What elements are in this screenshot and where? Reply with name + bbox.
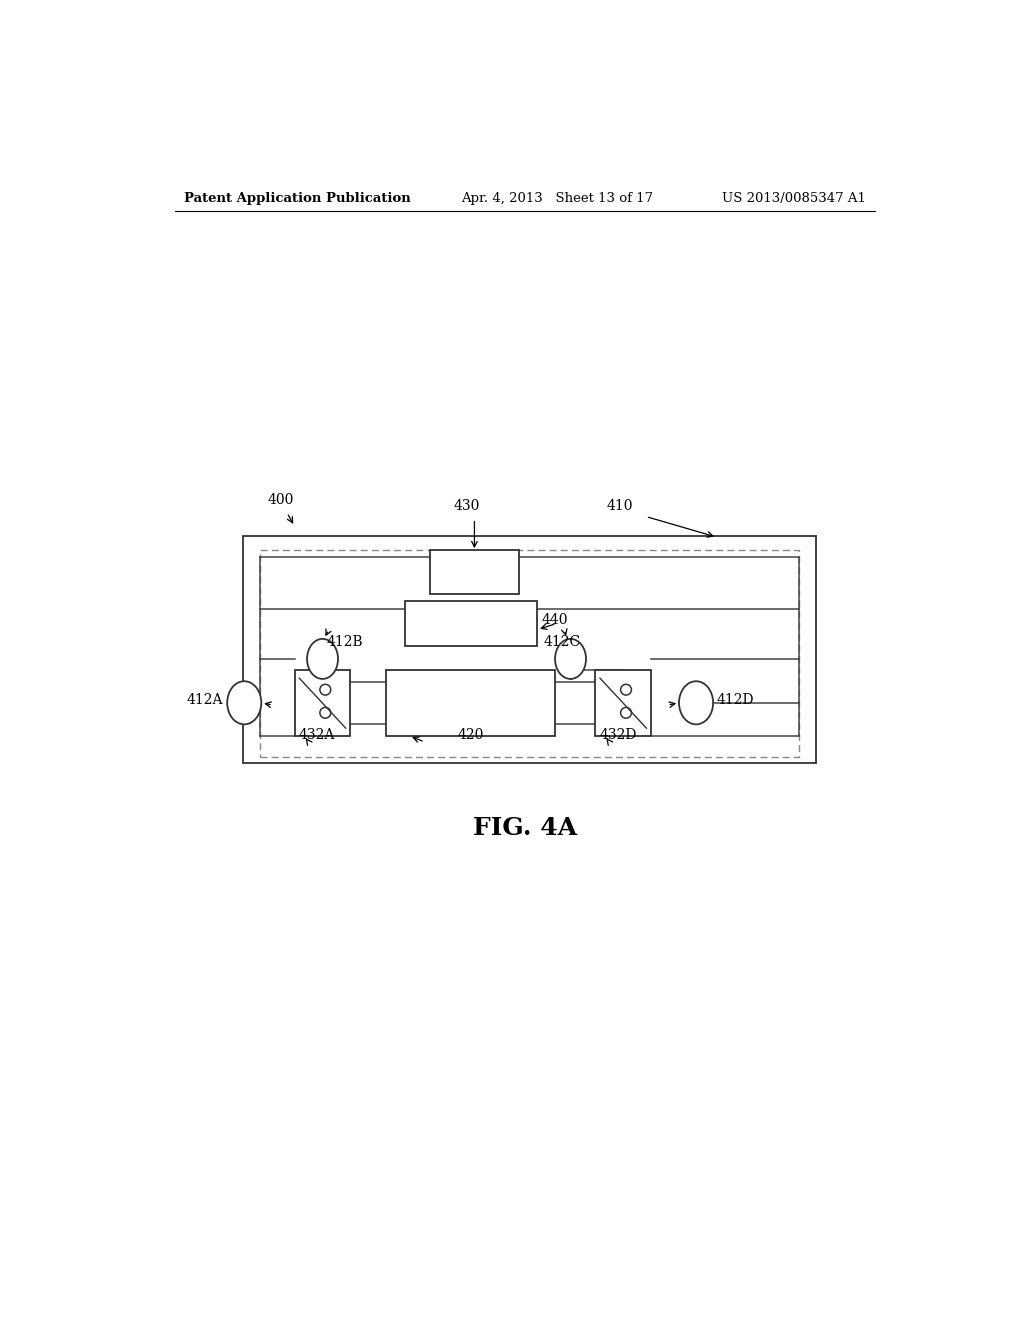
Bar	[595, 671, 651, 737]
Text: Apr. 4, 2013   Sheet 13 of 17: Apr. 4, 2013 Sheet 13 of 17	[461, 191, 653, 205]
Ellipse shape	[307, 639, 338, 678]
Ellipse shape	[227, 681, 261, 725]
Bar	[406, 601, 538, 645]
Text: 430: 430	[454, 499, 480, 512]
Text: 412A: 412A	[186, 693, 223, 706]
Bar	[243, 536, 816, 763]
Text: US 2013/0085347 A1: US 2013/0085347 A1	[722, 191, 866, 205]
Text: 432D: 432D	[599, 729, 637, 742]
Text: 410: 410	[607, 499, 634, 512]
Text: FIG. 4A: FIG. 4A	[473, 816, 577, 841]
Text: 412D: 412D	[717, 693, 755, 706]
Bar	[386, 671, 555, 737]
Text: 432A: 432A	[299, 729, 335, 742]
Text: 420: 420	[458, 729, 483, 742]
Ellipse shape	[555, 639, 586, 678]
Ellipse shape	[679, 681, 713, 725]
Bar	[295, 671, 350, 737]
Text: 412C: 412C	[544, 635, 581, 649]
Text: 400: 400	[267, 494, 294, 507]
Bar	[430, 549, 519, 594]
Text: Patent Application Publication: Patent Application Publication	[183, 191, 411, 205]
Text: 412B: 412B	[327, 635, 364, 649]
Text: 440: 440	[541, 614, 567, 627]
Bar	[260, 549, 799, 758]
